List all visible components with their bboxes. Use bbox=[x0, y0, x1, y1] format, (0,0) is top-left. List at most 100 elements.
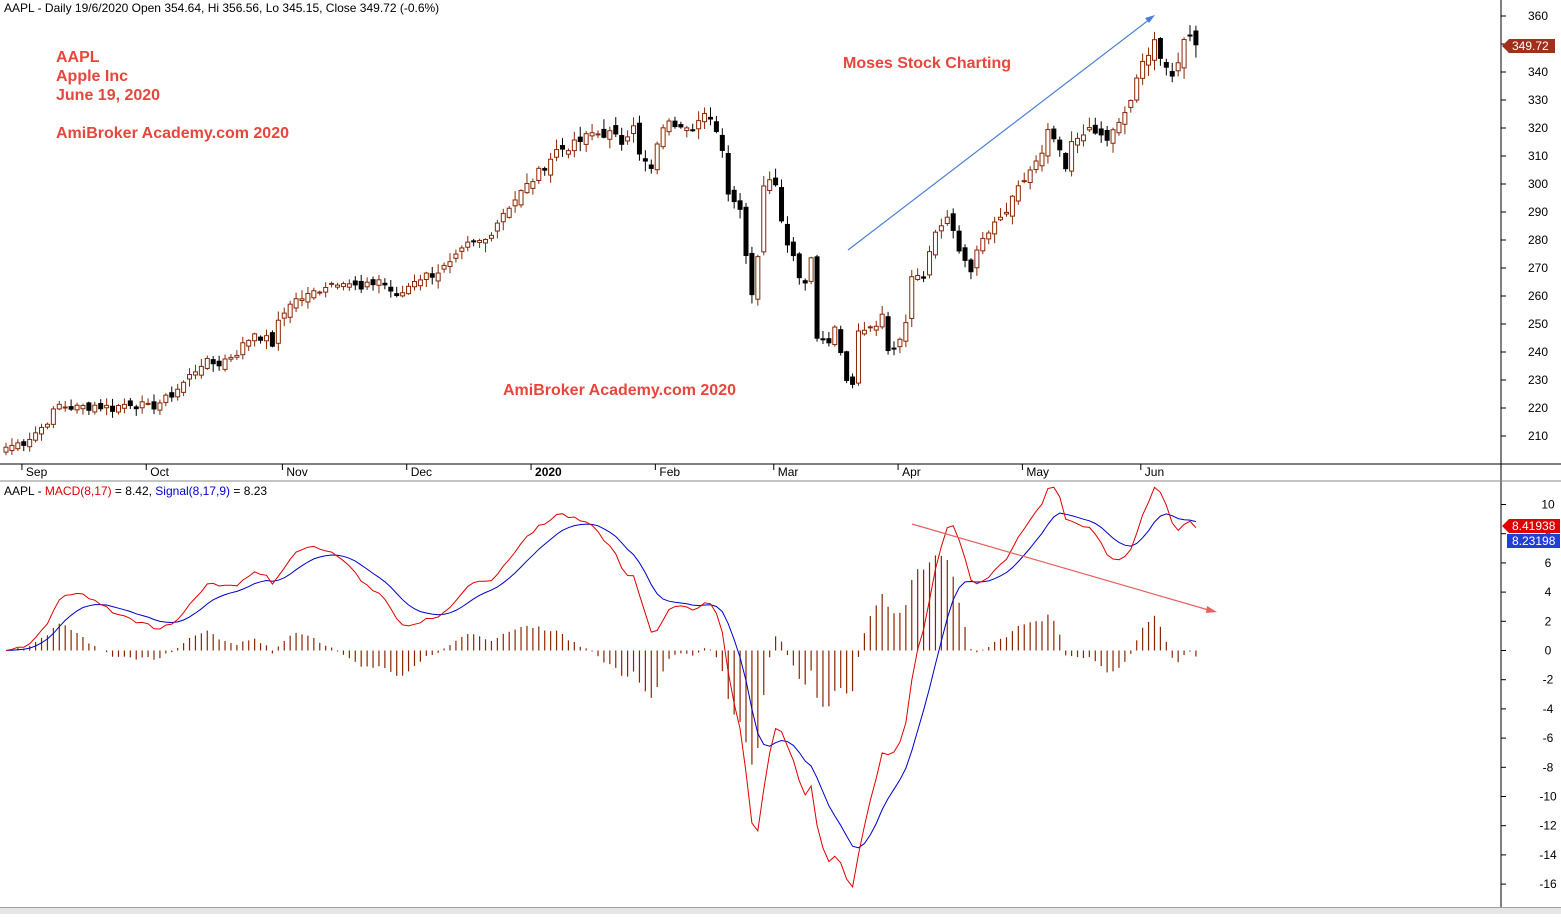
candle-body bbox=[536, 167, 542, 181]
candle-body bbox=[944, 216, 950, 225]
candle-body bbox=[477, 239, 483, 243]
candle-body bbox=[595, 133, 601, 136]
candle-body bbox=[1033, 160, 1039, 171]
candle-body bbox=[512, 199, 518, 207]
candle-body bbox=[636, 122, 642, 155]
candle-body bbox=[293, 298, 299, 309]
candle-body bbox=[1027, 169, 1033, 183]
candle-body bbox=[518, 190, 524, 206]
candle-body bbox=[263, 335, 269, 342]
candle-body bbox=[352, 280, 358, 286]
candle-body bbox=[104, 404, 110, 409]
candle-body bbox=[583, 133, 589, 145]
candle-body bbox=[145, 402, 151, 405]
candle-body bbox=[1080, 134, 1086, 142]
macd-tick-label: 2 bbox=[1545, 614, 1552, 628]
candle-body bbox=[388, 286, 394, 292]
candle-body bbox=[1134, 77, 1140, 101]
month-label: Dec bbox=[411, 465, 432, 479]
candle-body bbox=[749, 252, 755, 296]
macd-value-badge: 8.41938 bbox=[1502, 519, 1560, 533]
candle-body bbox=[258, 336, 264, 341]
candle-body bbox=[358, 280, 364, 290]
candle-body bbox=[483, 238, 489, 244]
candle-body bbox=[1193, 30, 1199, 46]
candle-body bbox=[411, 281, 417, 288]
candle-body bbox=[867, 326, 873, 329]
price-tick-label: 270 bbox=[1528, 261, 1548, 275]
candle-body bbox=[998, 216, 1004, 221]
month-label: Nov bbox=[286, 465, 307, 479]
candle-body bbox=[27, 438, 33, 448]
candle-body bbox=[755, 256, 761, 300]
annotation-ticker: AAPL bbox=[56, 49, 100, 66]
candle-body bbox=[1104, 129, 1110, 141]
candle-body bbox=[1003, 211, 1009, 215]
candle-body bbox=[1169, 71, 1175, 77]
candle-body bbox=[962, 247, 968, 261]
candle-body bbox=[364, 281, 370, 288]
month-label: 2020 bbox=[535, 465, 562, 479]
candle-body bbox=[625, 136, 631, 142]
month-label: May bbox=[1026, 465, 1049, 479]
price-tick-label: 260 bbox=[1528, 289, 1548, 303]
candle-body bbox=[802, 280, 808, 284]
candle-body bbox=[1015, 185, 1021, 202]
candle-body bbox=[672, 120, 678, 128]
candle-body bbox=[737, 200, 743, 210]
macd-tick-label: 10 bbox=[1541, 498, 1555, 512]
candle-body bbox=[1021, 180, 1027, 183]
candle-body bbox=[713, 121, 719, 132]
annotation-brand-2: Moses Stock Charting bbox=[843, 55, 1011, 72]
candle-body bbox=[779, 187, 785, 222]
candle-body bbox=[915, 275, 921, 281]
candle-body bbox=[323, 287, 329, 293]
price-tick-label: 280 bbox=[1528, 233, 1548, 247]
candle-body bbox=[1151, 39, 1157, 61]
candle-body bbox=[631, 125, 637, 135]
candle-body bbox=[921, 276, 927, 279]
macd-header-prefix: AAPL - bbox=[4, 484, 45, 498]
candle-body bbox=[897, 338, 903, 348]
month-label: Oct bbox=[150, 465, 169, 479]
macd-tick-label: 8 bbox=[1545, 527, 1552, 541]
macd-lines bbox=[5, 486, 1197, 889]
candle-body bbox=[39, 427, 45, 435]
candle-body bbox=[441, 264, 447, 270]
last-price-badge-text: 349.72 bbox=[1512, 39, 1549, 53]
candle-body bbox=[642, 158, 648, 162]
macd-tick-label: -4 bbox=[1543, 702, 1554, 716]
candle-body bbox=[246, 339, 252, 347]
candle-body bbox=[589, 132, 595, 137]
candle-body bbox=[133, 406, 139, 410]
candle-body bbox=[968, 259, 974, 273]
candle-body bbox=[808, 257, 814, 282]
candle-body bbox=[820, 338, 826, 341]
candle-body bbox=[548, 158, 554, 176]
candle-body bbox=[524, 183, 530, 194]
candle-body bbox=[1146, 54, 1152, 66]
candle-body bbox=[151, 401, 157, 410]
candle-body bbox=[68, 406, 74, 410]
candle-body bbox=[613, 125, 619, 135]
candle-body bbox=[506, 207, 512, 218]
candle-body bbox=[850, 376, 856, 385]
candle-body bbox=[21, 441, 27, 446]
candle-body bbox=[654, 143, 660, 171]
candle-body bbox=[885, 316, 891, 352]
candle-body bbox=[127, 400, 133, 407]
candle-body bbox=[861, 329, 867, 335]
candle-body bbox=[317, 291, 323, 294]
candle-body bbox=[216, 360, 222, 367]
candle-body bbox=[406, 285, 412, 295]
candle-body bbox=[115, 405, 121, 413]
candle-body bbox=[559, 145, 565, 150]
price-tick-label: 360 bbox=[1528, 9, 1548, 23]
price-tick-label: 320 bbox=[1528, 121, 1548, 135]
candle-body bbox=[1128, 100, 1134, 108]
candle-body bbox=[74, 404, 80, 411]
candle-body bbox=[198, 365, 204, 376]
candle-body bbox=[992, 221, 998, 235]
candle-body bbox=[571, 139, 577, 152]
candle-body bbox=[1140, 60, 1146, 79]
